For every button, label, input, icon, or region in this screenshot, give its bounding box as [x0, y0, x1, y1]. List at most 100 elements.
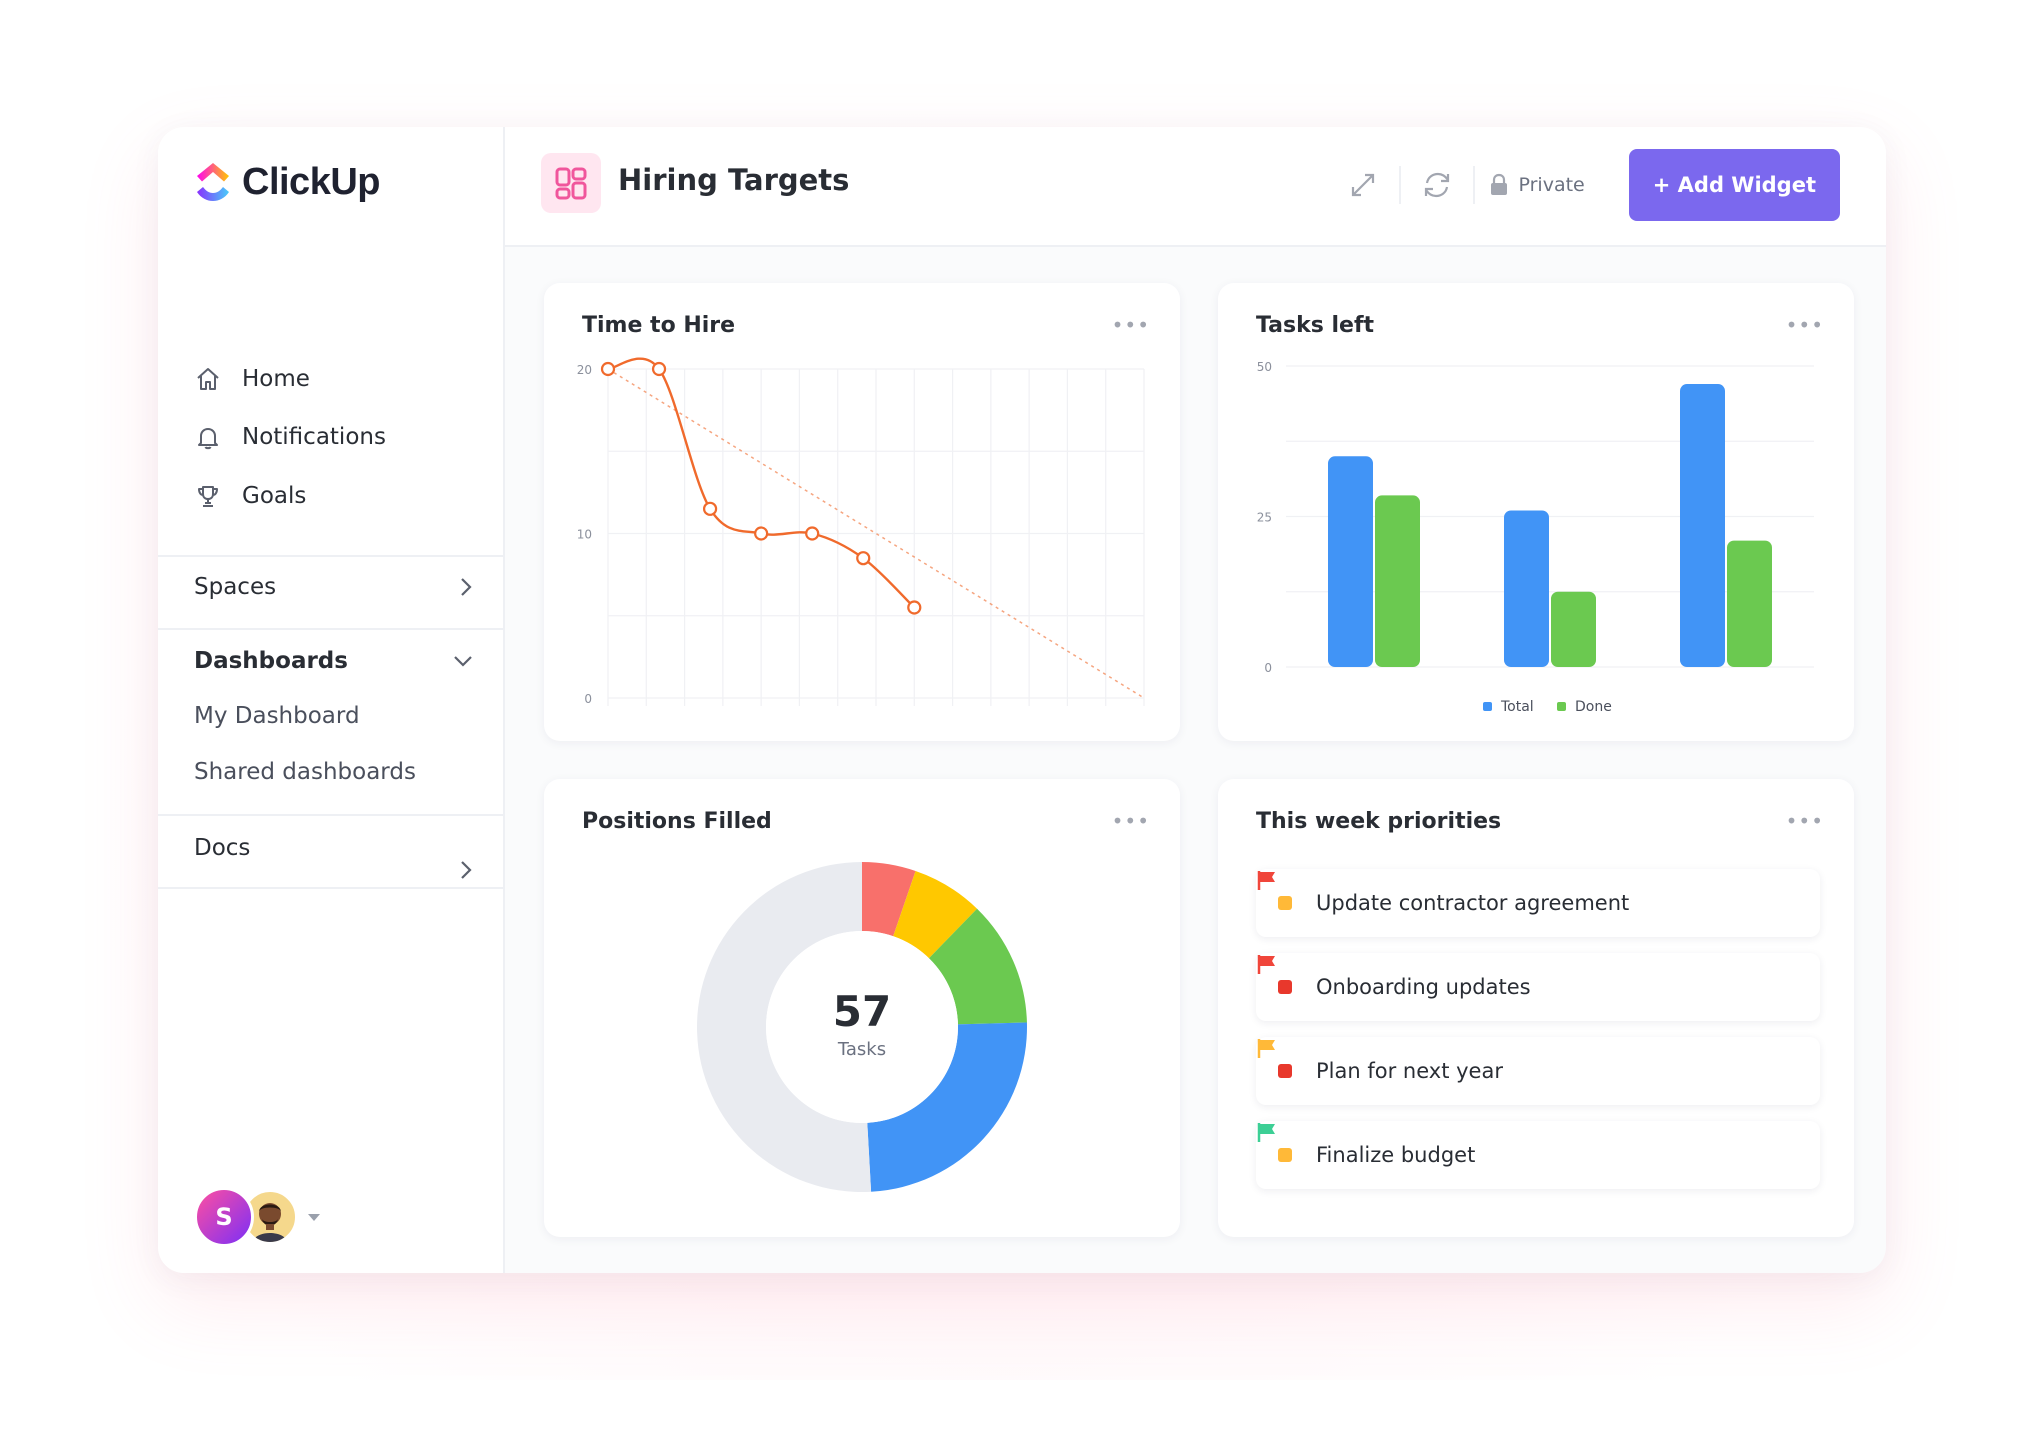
expand-icon [1351, 173, 1374, 197]
pie-slice [928, 908, 1027, 1025]
priorities-card: This week priorities ••• Update contract… [1218, 779, 1854, 1237]
sidebar-item-shared-dashboards[interactable]: Shared dashboards [194, 759, 416, 785]
bar-chart: 0 25 50 Total Done [1257, 360, 1814, 715]
legend-swatch [1483, 702, 1492, 711]
more-options-icon[interactable]: ••• [1111, 313, 1150, 337]
sidebar-item-docs[interactable]: Docs [194, 835, 474, 861]
card-title: Positions Filled [582, 809, 772, 834]
sidebar-item-home[interactable]: Home [194, 365, 310, 393]
y-tick-label: 0 [584, 692, 592, 706]
priority-label: Plan for next year [1316, 1059, 1503, 1083]
flag-icon[interactable] [1256, 1121, 1278, 1143]
pie-slice [862, 862, 916, 937]
home-icon [194, 365, 222, 393]
y-tick-label: 0 [1264, 661, 1272, 675]
sidebar-item-goals[interactable]: Goals [194, 482, 306, 510]
priority-label: Finalize budget [1316, 1143, 1476, 1167]
legend-swatch [1557, 702, 1566, 711]
flag-cloth [1260, 872, 1275, 882]
y-tick-label: 50 [1257, 360, 1272, 374]
toolbar-divider [1398, 166, 1401, 204]
data-point [651, 361, 667, 377]
time-to-hire-card: Time to Hire ••• 0 10 20 [544, 283, 1180, 741]
more-options-icon[interactable]: ••• [1111, 809, 1150, 833]
privacy-toggle[interactable]: Private [1489, 173, 1585, 197]
avatar: S [194, 1187, 254, 1247]
donut-center-label: Tasks [837, 1039, 887, 1060]
sidebar-item-spaces[interactable]: Spaces [194, 574, 474, 600]
priority-item[interactable]: Update contractor agreement [1256, 869, 1820, 937]
donut-center-value: 57 [832, 987, 892, 1036]
more-options-icon[interactable]: ••• [1785, 313, 1824, 337]
flag-cloth [1260, 1124, 1275, 1134]
status-dot [1278, 980, 1292, 994]
bar-done [1375, 495, 1420, 667]
flag-icon[interactable] [1256, 953, 1278, 975]
flag-cloth [1260, 956, 1275, 966]
avatar-photo [242, 1189, 298, 1245]
data-point [754, 526, 769, 541]
expand-button[interactable] [1341, 163, 1385, 207]
clickup-logo-icon [197, 162, 229, 201]
legend-label: Total [1500, 699, 1534, 715]
card-title: Time to Hire [582, 313, 736, 338]
donut-hole [766, 931, 958, 1123]
donut-chart [696, 862, 1027, 1192]
spaces-label: Spaces [194, 574, 277, 600]
priority-item[interactable]: Onboarding updates [1256, 953, 1820, 1021]
flag-cloth [1260, 1040, 1275, 1050]
status-dot [1278, 896, 1292, 910]
bar-done [1727, 540, 1772, 667]
chevron-right-icon [461, 578, 472, 596]
line-chart: 0 10 20 [577, 357, 1145, 706]
y-tick-label: 20 [577, 363, 592, 377]
bar-total [1328, 456, 1373, 667]
sidebar-item-my-dashboard[interactable]: My Dashboard [194, 703, 360, 729]
tasks-left-card: Tasks left ••• 0 25 50 Total Done [1218, 283, 1854, 741]
chevron-down-icon [308, 1213, 320, 1221]
data-point [702, 501, 718, 516]
refresh-button[interactable] [1415, 163, 1459, 207]
pie-slice [893, 870, 978, 959]
user-switcher[interactable]: S [194, 1187, 320, 1247]
flag-icon[interactable] [1256, 869, 1278, 891]
sidebar-item-dashboards[interactable]: Dashboards [194, 648, 474, 674]
chevron-right-icon[interactable] [458, 859, 474, 881]
dashboards-label: Dashboards [194, 648, 348, 674]
page-title: Hiring Targets [618, 163, 850, 197]
positions-filled-card: Positions Filled ••• 57 Tasks [544, 779, 1180, 1237]
card-title: Tasks left [1256, 313, 1375, 338]
add-widget-button[interactable]: + Add Widget [1628, 149, 1840, 221]
priority-item[interactable]: Plan for next year [1256, 1037, 1820, 1105]
priority-label: Onboarding updates [1316, 975, 1531, 999]
app-window: ClickUp Home Notifications Goals Spaces [158, 127, 1886, 1273]
sidebar-item-notifications[interactable]: Notifications [194, 423, 386, 451]
trophy-icon [194, 482, 222, 510]
bar-total [1504, 510, 1549, 667]
clickup-logo[interactable]: ClickUp [194, 161, 380, 204]
more-options-icon[interactable]: ••• [1785, 809, 1824, 833]
chevron-down-icon [454, 656, 472, 667]
sidebar-item-label: Notifications [242, 424, 386, 450]
sidebar: ClickUp Home Notifications Goals Spaces [158, 127, 505, 1273]
dashboard-icon [541, 153, 601, 213]
toolbar-divider [1472, 166, 1475, 204]
status-dot [1278, 1148, 1292, 1162]
dashboard-header: Hiring Targets Private [505, 127, 1886, 247]
docs-label: Docs [194, 835, 251, 861]
sidebar-divider [158, 814, 503, 816]
private-label: Private [1518, 174, 1585, 196]
flag-icon[interactable] [1256, 1037, 1278, 1059]
data-point [600, 361, 616, 377]
bar-done [1551, 591, 1596, 667]
refresh-icon [1424, 172, 1449, 198]
sidebar-item-label: Goals [242, 483, 307, 509]
card-title: This week priorities [1256, 809, 1502, 834]
status-dot [1278, 1064, 1292, 1078]
pie-slice [696, 862, 872, 1192]
legend-label: Done [1575, 699, 1612, 715]
data-point [907, 600, 922, 615]
sidebar-item-label: Home [242, 366, 310, 392]
priority-item[interactable]: Finalize budget [1256, 1121, 1820, 1189]
data-point [805, 526, 820, 541]
